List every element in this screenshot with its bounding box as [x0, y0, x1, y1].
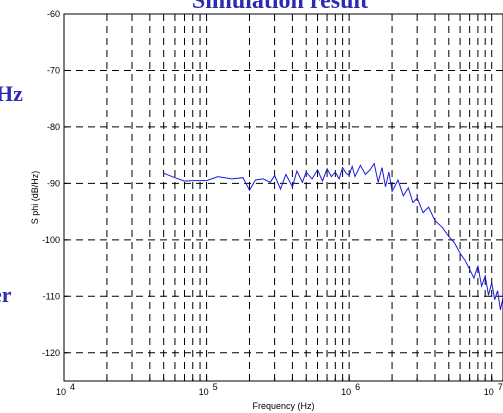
- y-tick-label: -90: [47, 178, 60, 188]
- y-tick-label: -100: [42, 235, 60, 245]
- y-tick-label: -120: [42, 348, 60, 358]
- x-tick-label-exponent: 5: [213, 382, 218, 392]
- x-tick-label-exponent: 7: [498, 382, 503, 392]
- grid-layer: [64, 14, 503, 381]
- phase-noise-chart: -60 -70 -80 -90 -100 -110 -120 10 4 10 5 10 6 10 7 Fre…: [30, 9, 503, 411]
- x-tick-label: 10: [484, 387, 494, 397]
- x-axis-label: Frequency (Hz): [252, 401, 314, 411]
- x-tick-label: 10: [56, 387, 66, 397]
- slide-left-text-top: Hz: [0, 81, 23, 106]
- y-tick-label: -110: [43, 291, 60, 301]
- slide-title-fragment: Simulation result: [192, 0, 368, 14]
- x-tick-label: 10: [199, 387, 209, 397]
- tick-layer: [63, 13, 493, 381]
- y-tick-label: -80: [47, 122, 60, 132]
- x-tick-label-exponent: 6: [355, 382, 360, 392]
- y-tick-label: -70: [47, 65, 60, 75]
- x-tick-label: 10: [341, 387, 351, 397]
- y-tick-label: -60: [47, 9, 60, 19]
- y-axis-label: S phi (dB/Hz): [30, 171, 40, 225]
- x-tick-label-exponent: 4: [70, 382, 75, 392]
- phase-noise-series-line: [163, 162, 503, 311]
- plot-frame: [63, 13, 503, 382]
- tick-label-layer: -60 -70 -80 -90 -100 -110 -120 10 4 10 5 10 6 10 7: [42, 9, 503, 397]
- slide-left-text-bottom: er: [0, 282, 12, 307]
